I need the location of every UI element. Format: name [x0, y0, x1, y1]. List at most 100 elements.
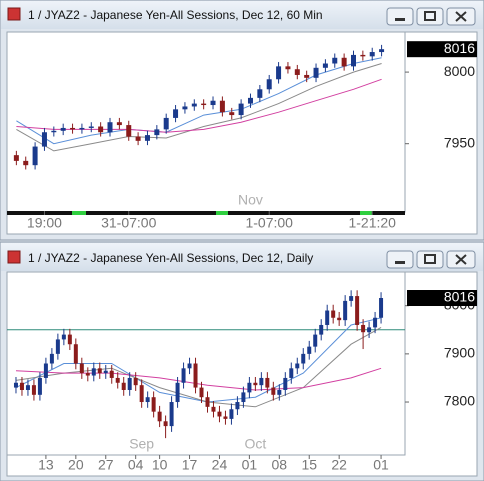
- candle-body: [322, 63, 328, 68]
- candle-body: [277, 389, 282, 395]
- period-label: Sep: [129, 436, 154, 452]
- x-tick-label: 1-07:00: [245, 215, 293, 231]
- candle-body: [182, 106, 188, 110]
- close-button[interactable]: [446, 250, 476, 269]
- candle-body: [91, 368, 96, 376]
- candle-body: [173, 109, 179, 118]
- candle-body: [301, 353, 306, 364]
- candle-body: [235, 402, 240, 410]
- x-tick-label: 08: [272, 457, 288, 473]
- y-tick-label: 7950: [444, 134, 475, 150]
- candle-body: [181, 368, 186, 383]
- candle-body: [373, 317, 378, 328]
- x-tick-label: 13: [38, 457, 54, 473]
- candle-body: [283, 377, 288, 390]
- candle-body: [266, 79, 272, 90]
- candle-body: [307, 346, 312, 354]
- candle-body: [19, 382, 24, 390]
- candle-body: [259, 377, 264, 386]
- restore-button[interactable]: [416, 7, 444, 26]
- x-tick-label: 19:00: [27, 215, 62, 231]
- candle-body: [379, 298, 384, 318]
- candle-body: [187, 363, 192, 369]
- last-price-box: [407, 290, 477, 307]
- candle-body: [361, 324, 366, 333]
- candle-body: [97, 368, 102, 374]
- candle-body: [109, 370, 114, 378]
- x-tick-label: 04: [128, 457, 144, 473]
- candle-body: [217, 411, 222, 417]
- candle-body: [139, 385, 144, 403]
- candle-body: [60, 127, 66, 131]
- candle-body: [276, 66, 282, 80]
- candle-body: [289, 368, 294, 378]
- candle-body: [369, 52, 375, 57]
- candle-body: [145, 397, 150, 403]
- minimize-button[interactable]: [386, 250, 414, 269]
- candle-body: [257, 89, 263, 98]
- minimize-button[interactable]: [386, 7, 414, 26]
- candle-body: [247, 382, 252, 393]
- candle-body: [126, 125, 132, 137]
- candle-body: [85, 373, 90, 376]
- moving-average: [16, 78, 382, 133]
- candle-body: [25, 385, 30, 390]
- x-tick-label: 01: [373, 457, 389, 473]
- candle-body: [31, 385, 36, 395]
- x-tick-label: 10: [152, 457, 168, 473]
- x-tick-label: 17: [182, 457, 198, 473]
- candle-body: [135, 136, 141, 141]
- candle-body: [13, 155, 19, 161]
- candle-body: [332, 57, 338, 64]
- session-marker: [72, 211, 86, 215]
- candle-body: [41, 132, 47, 147]
- candle-body: [265, 377, 270, 388]
- candle-body: [341, 57, 347, 67]
- candle-body: [247, 97, 253, 104]
- candle-body: [79, 127, 85, 130]
- candle-body: [313, 67, 319, 78]
- x-tick-label: 20: [68, 457, 84, 473]
- candle-body: [304, 74, 310, 78]
- candle-body: [191, 103, 197, 107]
- candle-body: [98, 126, 104, 133]
- candle-body: [294, 69, 300, 75]
- candle-body: [241, 392, 246, 403]
- candle-body: [325, 310, 330, 325]
- candle-body: [116, 122, 122, 126]
- y-tick-label: 7900: [444, 345, 475, 361]
- x-tick-label: 01: [242, 457, 258, 473]
- plot-area: [6, 31, 406, 213]
- candle-body: [37, 377, 42, 395]
- candle-body: [223, 416, 228, 419]
- candle-body: [360, 54, 366, 57]
- window-title: 1 / JYAZ2 - Japanese Yen-All Sessions, D…: [28, 251, 313, 265]
- candle-body: [133, 377, 138, 386]
- candle-body: [61, 334, 66, 340]
- x-tick-label: 15: [301, 457, 317, 473]
- candle-body: [13, 382, 18, 388]
- app-icon: [7, 7, 21, 21]
- candle-body: [127, 377, 132, 390]
- session-strip: [7, 211, 405, 215]
- x-tick-label: 22: [331, 457, 347, 473]
- session-marker: [360, 211, 372, 215]
- window: 1 / JYAZ2 - Japanese Yen-All Sessions, D…: [0, 241, 484, 481]
- candle-body: [331, 310, 336, 318]
- close-button[interactable]: [446, 7, 476, 26]
- restore-button[interactable]: [416, 250, 444, 269]
- x-tick-label: 24: [212, 457, 228, 473]
- candle-body: [163, 421, 168, 427]
- candle-body: [67, 334, 72, 345]
- period-label: Oct: [244, 436, 266, 452]
- moving-average: [16, 57, 382, 145]
- window: 1 / JYAZ2 - Japanese Yen-All Sessions, D…: [0, 0, 484, 241]
- candle-body: [163, 117, 169, 130]
- x-tick-label: 27: [98, 457, 114, 473]
- candle-body: [337, 317, 342, 321]
- candle-body: [219, 100, 225, 113]
- candle-body: [151, 397, 156, 412]
- candle-body: [350, 54, 356, 67]
